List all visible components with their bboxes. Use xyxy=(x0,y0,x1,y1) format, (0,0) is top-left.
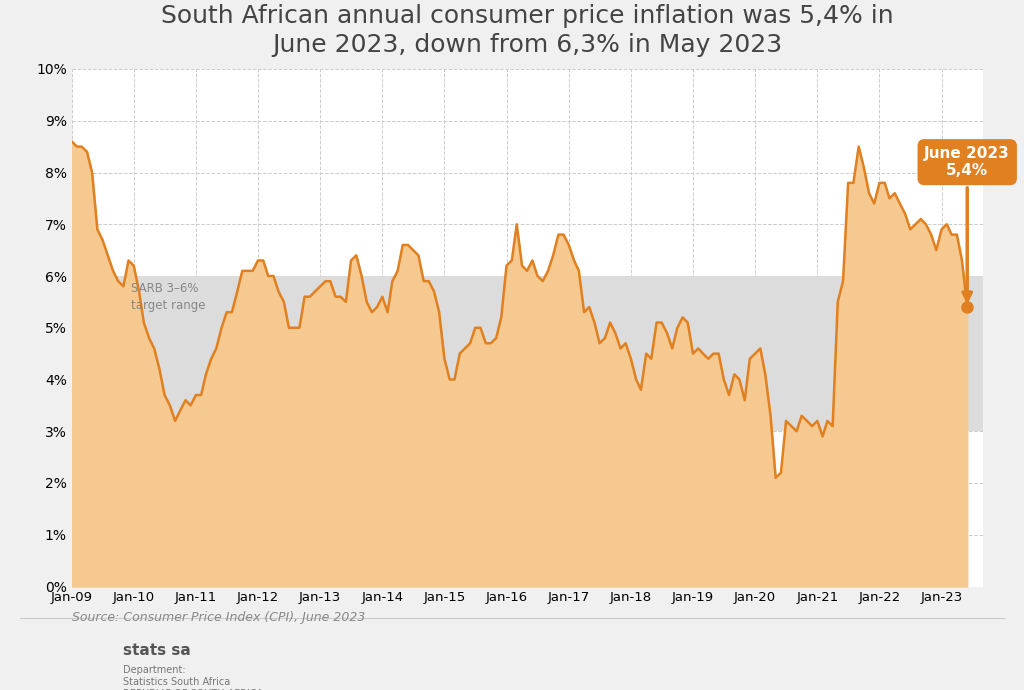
Text: Source: Consumer Price Index (CPI), June 2023: Source: Consumer Price Index (CPI), June… xyxy=(72,611,365,624)
Text: SARB 3–6%
target range: SARB 3–6% target range xyxy=(131,282,206,312)
Bar xyxy=(72,276,983,431)
Text: Department:
Statistics South Africa
REPUBLIC OF SOUTH AFRICA: Department: Statistics South Africa REPU… xyxy=(123,664,263,690)
Title: South African annual consumer price inflation was 5,4% in
June 2023, down from 6: South African annual consumer price infl… xyxy=(161,3,894,57)
Text: June 2023
5,4%: June 2023 5,4% xyxy=(925,146,1010,300)
Text: stats sa: stats sa xyxy=(123,643,190,658)
